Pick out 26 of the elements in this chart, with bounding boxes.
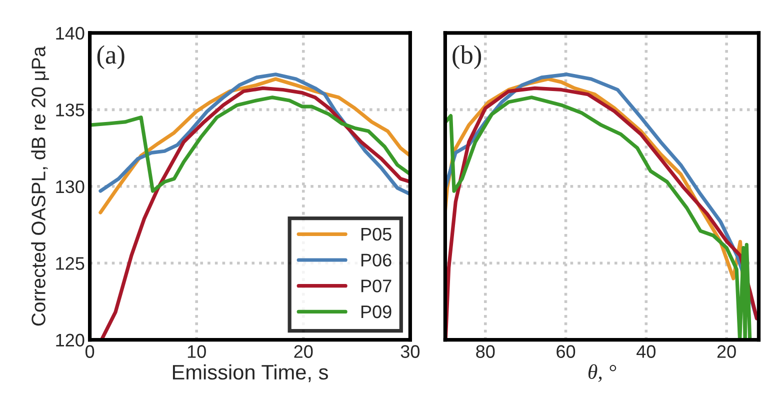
x-axis-title: θ, ° (588, 364, 616, 382)
x-tick-label: 60 (556, 345, 576, 358)
y-tick-label: 135 (56, 104, 84, 116)
x-tick-label: 40 (636, 345, 656, 358)
x-tick-label: 30 (400, 345, 420, 358)
line-series (100, 86, 410, 340)
y-tick-label: 140 (56, 26, 84, 40)
legend-label: P06 (361, 254, 392, 267)
line-series (98, 72, 410, 196)
y-tick-label: 120 (56, 334, 84, 347)
x-axis-title: Emission Time, s (172, 364, 328, 382)
x-tick-label: 0 (85, 345, 94, 358)
line-series (98, 77, 410, 214)
line-series (90, 96, 410, 193)
y-tick-label: 125 (56, 257, 84, 270)
legend-label: P09 (361, 305, 392, 318)
x-tick-label: 80 (476, 345, 495, 358)
x-tick-label: 20 (294, 345, 313, 358)
y-axis-title: Corrected OASPL, dB re 20 μPa (31, 46, 49, 326)
x-tick-label: 10 (188, 345, 206, 358)
legend-label: P05 (361, 228, 392, 241)
annotation: (b) (452, 45, 482, 70)
y-tick-label: 130 (56, 180, 84, 194)
annotation: (a) (97, 45, 124, 70)
x-tick-label: 20 (717, 345, 736, 358)
legend-label: P07 (361, 280, 392, 292)
